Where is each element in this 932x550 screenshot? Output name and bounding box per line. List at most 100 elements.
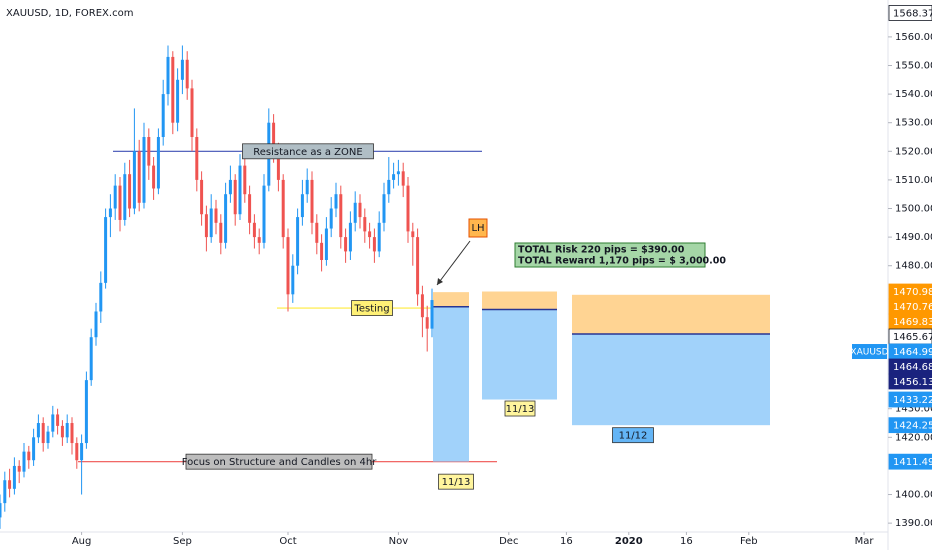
candle-body xyxy=(305,179,309,195)
candle-body xyxy=(320,242,324,260)
price-badge xyxy=(888,391,932,408)
candle-body xyxy=(334,194,338,209)
candle-body xyxy=(228,179,232,195)
candle-body xyxy=(185,59,189,89)
price-badge-label: 1465.67 xyxy=(893,332,932,343)
price-badge-label: 1464.68 xyxy=(893,362,932,373)
candle-body xyxy=(430,300,434,329)
y-tick-label: 1530.00 xyxy=(895,118,932,129)
candle-body xyxy=(281,179,285,238)
price-badge-label: 1470.76 xyxy=(893,302,932,313)
position-label-box xyxy=(612,427,654,444)
candle-body xyxy=(344,237,348,252)
price-badge-label: 1411.49 xyxy=(893,457,932,468)
candle-body xyxy=(118,185,122,220)
line-label: Testing xyxy=(353,304,389,315)
candle-body xyxy=(70,423,74,444)
arrow-head xyxy=(437,278,443,285)
line-label-box xyxy=(185,453,373,470)
price-badge-label: 1464.99 xyxy=(893,347,932,358)
candle-body xyxy=(276,151,280,180)
candle-body xyxy=(363,217,367,232)
candle-body xyxy=(248,194,252,223)
candle-body xyxy=(180,59,184,80)
lh-box xyxy=(468,218,488,238)
candle-body xyxy=(41,423,45,444)
y-tick-label: 1480.00 xyxy=(895,261,932,272)
candle-body xyxy=(12,465,16,489)
line-label: Focus on Structure and Candles on 4hr xyxy=(182,457,378,468)
price-badge xyxy=(888,453,932,470)
y-tick-label: 1500.00 xyxy=(895,204,932,215)
chart-title: XAUUSD, 1D, FOREX.com xyxy=(6,8,133,19)
x-tick-label: 16 xyxy=(560,536,573,547)
x-tick-label: Nov xyxy=(389,536,409,547)
symbol-badge-label: XAUUSD xyxy=(850,348,888,358)
symbol-badge xyxy=(852,344,887,360)
candle-body xyxy=(108,208,112,218)
axes: 1390.00 1400.00 1420.00 1430.00 1480.00 1490.… xyxy=(72,5,932,547)
y-tick-label: 1540.00 xyxy=(895,89,932,100)
price-badge-label: 1470.98 xyxy=(893,287,932,298)
y-tick-label: 1490.00 xyxy=(895,232,932,243)
candle-body xyxy=(161,94,165,138)
candle-body xyxy=(152,165,156,189)
price-badge-label: 1456.13 xyxy=(893,377,932,388)
stop-zone xyxy=(482,291,557,310)
candle-body xyxy=(425,317,429,329)
candle-body xyxy=(27,451,31,461)
candle-body xyxy=(272,122,276,152)
candle-body xyxy=(204,214,208,238)
candle-body xyxy=(166,56,170,95)
stop-zone xyxy=(433,292,469,307)
candle-body xyxy=(17,465,21,472)
candle-body xyxy=(89,337,93,381)
candle-body xyxy=(214,208,218,223)
x-tick-label: Mar xyxy=(855,536,875,547)
target-zone xyxy=(572,333,770,426)
position-label-box xyxy=(438,473,474,490)
candle-body xyxy=(171,56,175,123)
price-badge xyxy=(888,5,932,21)
candle-body xyxy=(3,480,7,504)
candle-body xyxy=(387,179,391,195)
arrow xyxy=(436,240,471,286)
candle-body xyxy=(368,231,372,238)
x-tick-label: 2020 xyxy=(615,536,643,547)
candle-body xyxy=(406,185,410,232)
candle-body xyxy=(252,222,256,238)
line-label-box xyxy=(242,143,374,160)
price-badge-label: 1433.22 xyxy=(893,395,932,406)
candle-body xyxy=(416,237,420,295)
price-badge xyxy=(888,417,932,434)
y-tick-label: 1430.00 xyxy=(895,404,932,415)
candle-body xyxy=(60,425,64,438)
target-zone xyxy=(433,306,469,462)
candle-body xyxy=(0,503,2,518)
candle-body xyxy=(142,137,146,203)
price-badge-label: 1568.37 xyxy=(893,8,932,19)
candle-body xyxy=(420,294,424,318)
candle-body xyxy=(80,443,84,461)
position-label: 11/13 xyxy=(442,477,471,488)
x-tick-label: Aug xyxy=(72,536,92,547)
candle-body xyxy=(22,451,26,472)
candle-body xyxy=(195,137,199,180)
candle-body xyxy=(286,237,290,295)
candle-body xyxy=(310,179,314,223)
candle-body xyxy=(84,380,88,444)
candle-body xyxy=(257,237,261,243)
candle-body xyxy=(396,171,400,175)
price-badge-label: 1469.83 xyxy=(893,317,932,328)
candle-body xyxy=(392,174,396,180)
candle-body xyxy=(190,88,194,138)
candle-body xyxy=(324,228,328,260)
candle-body xyxy=(296,217,300,266)
position-label: 11/13 xyxy=(506,404,535,415)
candle-body xyxy=(65,423,69,438)
candle-body xyxy=(377,222,381,252)
candle-body xyxy=(147,137,151,166)
candle-body xyxy=(56,414,60,426)
y-tick-label: 1510.00 xyxy=(895,175,932,186)
